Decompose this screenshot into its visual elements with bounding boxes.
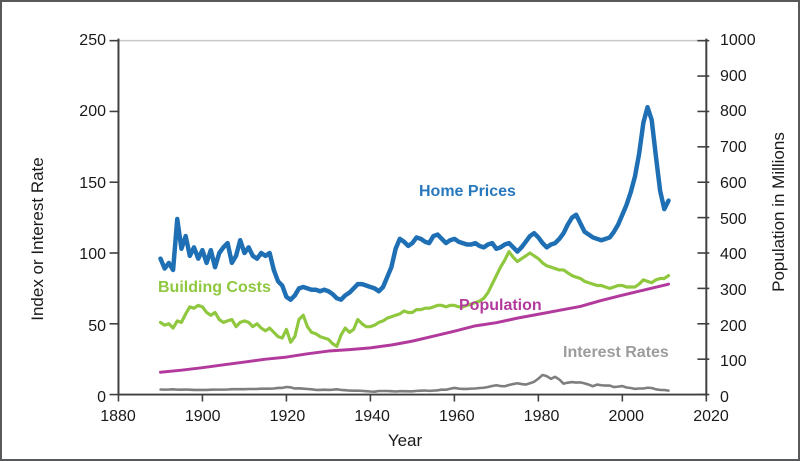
y-left-tick-label: 200 — [79, 103, 106, 121]
y-left-tick-label: 100 — [79, 246, 106, 264]
building-costs-label: Building Costs — [158, 279, 271, 296]
y-right-tick-label: 200 — [720, 317, 747, 335]
y-left-tick-label: 150 — [79, 174, 106, 192]
y-left-tick-label: 250 — [79, 32, 106, 49]
y-left-tick-label: 50 — [88, 317, 106, 335]
x-tick-label: 1880 — [100, 408, 136, 425]
left-axis-title: Index or Interest Rate — [28, 157, 47, 321]
y-right-tick-label: 1000 — [720, 32, 756, 49]
home-prices-line — [158, 104, 671, 302]
interest-rates-line — [159, 373, 670, 393]
y-right-tick-label: 700 — [720, 139, 747, 157]
y-left-tick-label: 0 — [97, 389, 106, 406]
x-tick-label: 1940 — [354, 408, 390, 425]
x-tick-label: 1980 — [523, 408, 560, 425]
population-label: Population — [459, 297, 542, 314]
y-right-tick-label: 500 — [720, 210, 747, 228]
y-right-tick-label: 400 — [720, 246, 747, 264]
x-tick-label: 1900 — [184, 408, 221, 425]
y-right-tick-label: 800 — [720, 103, 747, 121]
y-right-tick-label: 900 — [720, 67, 747, 85]
y-right-tick-label: 600 — [720, 174, 747, 192]
y-right-tick-label: 0 — [720, 389, 729, 406]
x-tick-label: 2020 — [693, 408, 729, 425]
x-tick-label: 2000 — [608, 408, 645, 425]
y-right-tick-label: 100 — [720, 353, 747, 371]
x-tick-label: 1960 — [439, 408, 475, 425]
population-line — [159, 282, 671, 374]
interest-rates-label: Interest Rates — [563, 344, 669, 361]
home-prices-label: Home Prices — [419, 183, 516, 200]
y-right-tick-label: 300 — [720, 281, 747, 299]
building-costs-line — [158, 250, 671, 348]
x-axis-title: Year — [387, 431, 423, 450]
x-tick-label: 1920 — [269, 408, 306, 425]
